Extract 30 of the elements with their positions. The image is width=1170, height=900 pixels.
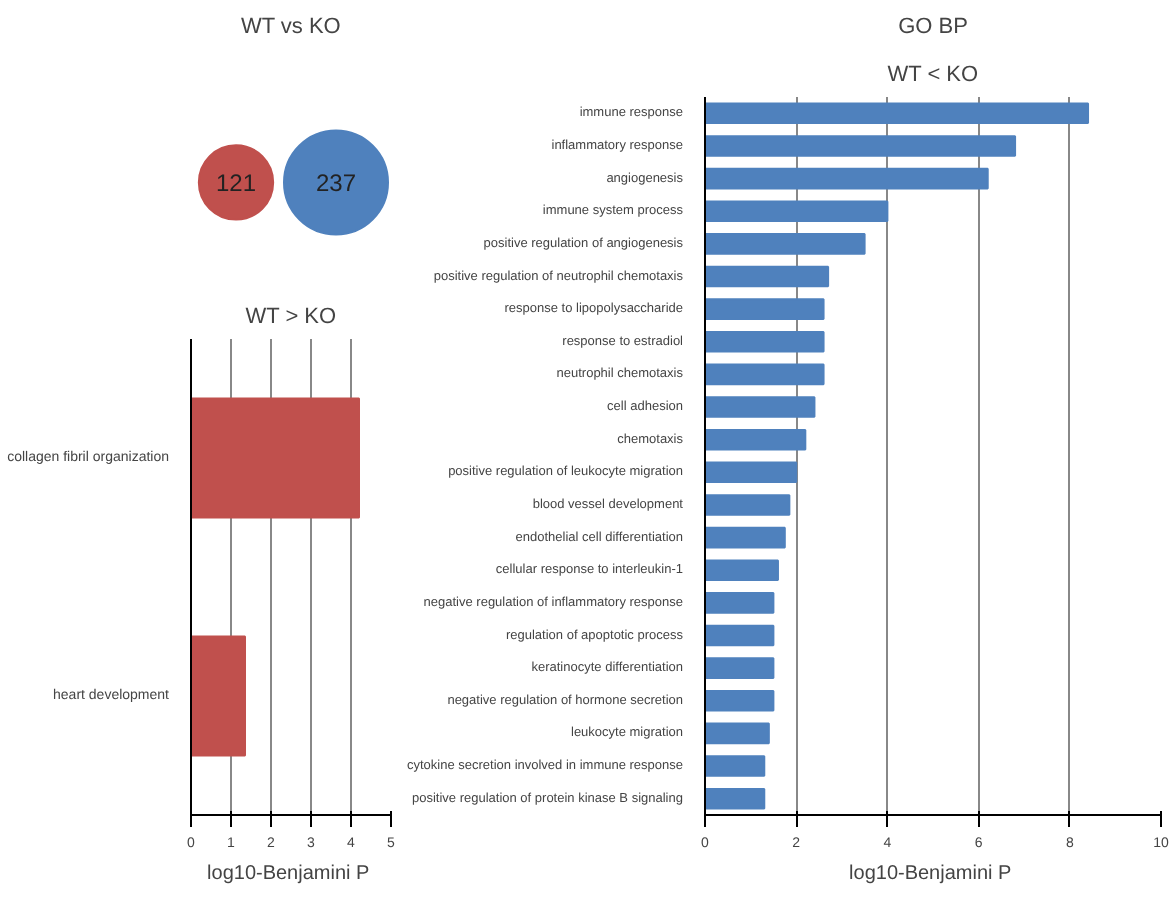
bar [705,559,779,582]
bar [705,298,825,320]
data-label: 121 [215,169,257,198]
x-axis-title: log10-Benjamini P [849,863,1013,885]
bar [705,787,766,810]
bar [705,363,825,386]
chart-title: WT > KO [245,305,338,329]
bar [705,167,989,190]
bar [705,200,889,223]
bar [705,461,798,484]
bar [705,722,770,745]
bar [705,755,766,777]
bar [705,526,786,549]
x-axis-title: log10-Benjamini P [207,863,371,885]
bar [705,102,1090,125]
data-label: 237 [315,169,357,198]
bar [705,624,775,647]
bar [705,494,791,516]
bar [705,657,775,679]
chart-title: GO BP [898,15,968,39]
bar [705,330,825,353]
bar [705,689,775,712]
bar [705,265,830,288]
bar [705,233,866,255]
chart-subtitle: WT < KO [887,63,980,87]
bar [705,592,775,614]
bar [705,396,816,418]
bar [705,135,1017,157]
text: WT vs KO [240,15,342,39]
bar [705,428,807,451]
